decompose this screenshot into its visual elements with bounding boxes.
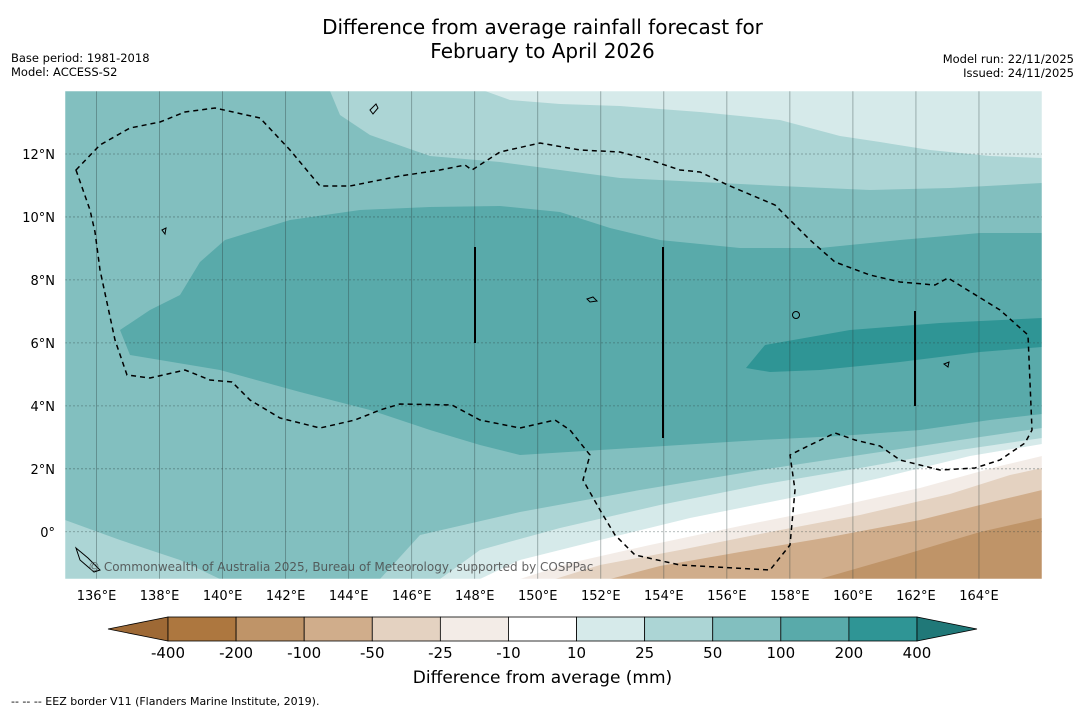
colorbar-tick-label: -50 [360,644,385,662]
colorbar-tick-label: 400 [903,644,932,662]
graticule [65,91,1042,579]
island-yap [161,227,167,236]
lon-tick-label: 142°E [266,589,306,604]
lat-tick-label: 8°N [31,274,56,289]
colorbar-bin [439,616,509,642]
lon-tick-label: 156°E [707,589,747,604]
island-guam [369,103,379,115]
eez-border [75,107,1033,571]
plot-frame [64,90,1043,580]
colorbar-tick-label: -400 [151,644,185,662]
island-pohnpei [792,311,800,319]
lon-tick-label: 158°E [770,589,810,604]
lon-tick-label: 162°E [896,589,936,604]
colorbar-bin [780,616,850,642]
rainfall-field: © Commonwealth of Australia 2025, Bureau… [65,91,1042,579]
colorbar-bin [644,616,714,642]
island-kosrae [942,361,950,368]
lon-tick-label: 150°E [518,589,558,604]
meta-right: Model run: 22/11/2025 Issued: 24/11/2025 [943,52,1074,80]
title-line-1: Difference from average rainfall forecas… [322,15,763,39]
title-line-2: February to April 2026 [430,39,655,63]
colorbar-tick-label: 50 [703,644,722,662]
colorbar-bin [167,616,237,642]
colorbar-tick-label: -200 [219,644,253,662]
colorbar-tick-label: 100 [766,644,795,662]
colorbar-bin [303,616,373,642]
lon-ticks: 136°E 138°E 140°E 142°E 144°E 146°E 148°E 150°E… [77,589,999,604]
colorbar-tick-label: -100 [287,644,321,662]
lat-tick-label: 0° [40,526,55,541]
lon-tick-label: 160°E [833,589,873,604]
lat-tick-label: 6°N [31,337,56,352]
colorbar-bin [508,616,577,642]
island-new-guinea-coast [74,546,101,573]
lat-ticks: 12°N 10°N 8°N 6°N 4°N 2°N 0° [22,148,55,541]
field-100-200 [120,206,1042,455]
copyright-text: © Commonwealth of Australia 2025, Bureau… [88,560,593,574]
field-200-400 [746,318,1042,372]
colorbar-ticks: -400 -200 -100 -50 -25 -10 10 25 50 100 200 400 [151,644,931,662]
lat-tick-label: 10°N [22,211,55,226]
meta-left: Base period: 1981-2018 Model: ACCESS-S2 [11,51,150,79]
lon-tick-label: 140°E [203,589,243,604]
colorbar-extend-high [916,616,978,642]
model-run: Model run: 22/11/2025 [942,52,1074,66]
colorbar-tick-label: 10 [567,644,586,662]
lon-tick-label: 164°E [959,589,999,604]
lon-tick-label: 138°E [140,589,180,604]
colorbar [107,616,978,642]
lon-tick-label: 136°E [77,589,117,604]
lat-tick-label: 12°N [22,148,55,163]
base-period: Base period: 1981-2018 [11,51,150,65]
lon-tick-label: 146°E [392,589,432,604]
lon-tick-label: 152°E [581,589,621,604]
lat-tick-label: 4°N [31,400,56,415]
colorbar-tick-label: -25 [428,644,453,662]
colorbar-bin [576,616,646,642]
field-10-25-north [485,91,1042,158]
colorbar-tick-label: -10 [496,644,521,662]
colorbar-tick-label: 25 [635,644,654,662]
field-neg-100-200 [820,518,1042,579]
colorbar-label: Difference from average (mm) [412,668,673,688]
colorbar-bin [371,616,441,642]
lon-tick-label: 144°E [329,589,369,604]
footnote: -- -- -- EEZ border V11 (Flanders Marine… [11,695,320,708]
colorbar-bin [848,616,918,642]
lat-tick-label: 2°N [31,463,56,478]
model-name: Model: ACCESS-S2 [11,65,118,79]
map-title: Difference from average rainfall forecas… [0,15,1085,63]
issued-date: Issued: 24/11/2025 [963,66,1074,80]
lon-tick-label: 148°E [455,589,495,604]
island-chuuk [586,296,599,303]
colorbar-bin [235,616,305,642]
field-25-50-sw [65,520,220,579]
colorbar-bin [712,616,782,642]
lon-tick-label: 154°E [644,589,684,604]
colorbar-tick-label: 200 [835,644,864,662]
colorbar-extend-low [107,616,169,642]
